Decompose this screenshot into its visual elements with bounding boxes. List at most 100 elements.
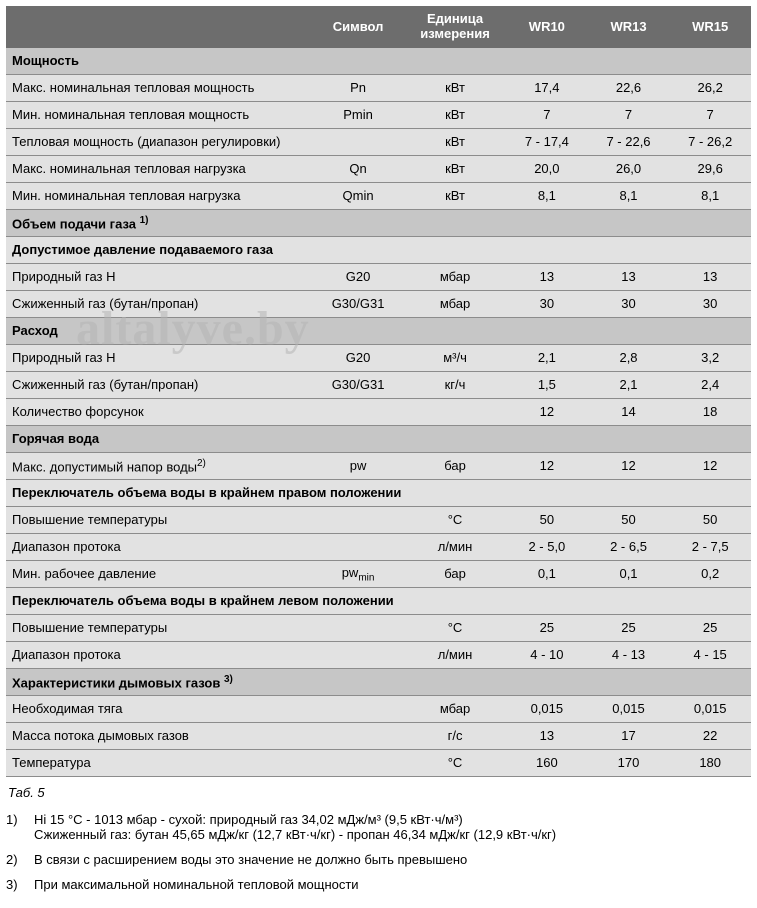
row-label-text: Макс. допустимый напор воды: [12, 459, 197, 474]
footnote-text: В связи с расширением воды это значение …: [34, 852, 467, 867]
row-v3: 13: [669, 263, 751, 290]
row-v1: 20,0: [506, 155, 588, 182]
row-v1: 12: [506, 452, 588, 479]
header-wr15: WR15: [669, 6, 751, 48]
footnote-num: 2): [6, 852, 24, 867]
row-label: Масса потока дымовых газов: [6, 722, 312, 749]
row-v1: 7 - 17,4: [506, 128, 588, 155]
row-label: Тепловая мощность (диапазон регулировки): [6, 128, 312, 155]
section-switch-left: Переключатель объема воды в крайнем лево…: [6, 587, 751, 614]
table-row: Повышение температуры °C 25 25 25: [6, 614, 751, 641]
row-sym: [312, 641, 404, 668]
row-v2: 7: [588, 101, 670, 128]
footnote-line: Сжиженный газ: бутан 45,65 мДж/кг (12,7 …: [34, 827, 556, 842]
table-row: Мин. рабочее давление pwmin бар 0,1 0,1 …: [6, 560, 751, 587]
row-v3: 12: [669, 452, 751, 479]
row-sym: pw: [312, 452, 404, 479]
row-unit: кВт: [404, 182, 506, 209]
row-v3: 180: [669, 749, 751, 776]
row-v1: 2,1: [506, 344, 588, 371]
table-row: Повышение температуры °C 50 50 50: [6, 506, 751, 533]
header-unit-l1: Единица: [427, 11, 483, 26]
row-v3: 29,6: [669, 155, 751, 182]
row-v1: 30: [506, 290, 588, 317]
row-v1: 12: [506, 398, 588, 425]
table-row: Природный газ H G20 мбар 13 13 13: [6, 263, 751, 290]
section-switch-right: Переключатель объема воды в крайнем прав…: [6, 479, 751, 506]
row-label: Необходимая тяга: [6, 695, 312, 722]
row-v2: 0,015: [588, 695, 670, 722]
row-v1: 17,4: [506, 74, 588, 101]
row-label: Диапазон протока: [6, 641, 312, 668]
row-label: Диапазон протока: [6, 533, 312, 560]
row-v2: 17: [588, 722, 670, 749]
section-hot-water: Горячая вода: [6, 425, 751, 452]
header-wr10: WR10: [506, 6, 588, 48]
table-row: Макс. номинальная тепловая нагрузка Qn к…: [6, 155, 751, 182]
footnote-text: Hi 15 °C - 1013 мбар - сухой: природный …: [34, 812, 556, 842]
row-unit: г/с: [404, 722, 506, 749]
row-v2: 25: [588, 614, 670, 641]
row-v1: 2 - 5,0: [506, 533, 588, 560]
table-row: Сжиженный газ (бутан/пропан) G30/G31 мба…: [6, 290, 751, 317]
row-unit: кВт: [404, 155, 506, 182]
table-row: Макс. номинальная тепловая мощность Pn к…: [6, 74, 751, 101]
row-v2: 2,1: [588, 371, 670, 398]
row-unit: л/мин: [404, 533, 506, 560]
row-unit: °C: [404, 506, 506, 533]
row-label: Повышение температуры: [6, 506, 312, 533]
header-blank: [6, 6, 312, 48]
row-sym: G20: [312, 263, 404, 290]
section-power: Мощность: [6, 48, 751, 75]
row-v1: 0,015: [506, 695, 588, 722]
table-caption: Таб. 5: [8, 785, 751, 800]
row-label: Макс. номинальная тепловая нагрузка: [6, 155, 312, 182]
row-v1: 160: [506, 749, 588, 776]
row-label: Повышение температуры: [6, 614, 312, 641]
row-v2: 22,6: [588, 74, 670, 101]
table-row: Диапазон протока л/мин 2 - 5,0 2 - 6,5 2…: [6, 533, 751, 560]
footnote-3: 3) При максимальной номинальной тепловой…: [6, 877, 751, 892]
row-sym: G20: [312, 344, 404, 371]
row-unit: °C: [404, 614, 506, 641]
section-flue-text: Характеристики дымовых газов: [12, 675, 224, 690]
table-row: Сжиженный газ (бутан/пропан) G30/G31 кг/…: [6, 371, 751, 398]
table-row: Диапазон протока л/мин 4 - 10 4 - 13 4 -…: [6, 641, 751, 668]
row-v2: 2,8: [588, 344, 670, 371]
row-unit: м³/ч: [404, 344, 506, 371]
footnote-num: 1): [6, 812, 24, 842]
footnote-2: 2) В связи с расширением воды это значен…: [6, 852, 751, 867]
row-sym: Qmin: [312, 182, 404, 209]
row-v3: 30: [669, 290, 751, 317]
row-unit: кВт: [404, 101, 506, 128]
row-unit: бар: [404, 560, 506, 587]
section-gas-vol: Объем подачи газа 1): [6, 209, 751, 236]
row-v2: 14: [588, 398, 670, 425]
footnote-1: 1) Hi 15 °C - 1013 мбар - сухой: природн…: [6, 812, 751, 842]
footnotes: 1) Hi 15 °C - 1013 мбар - сухой: природн…: [6, 812, 751, 892]
table-row: Тепловая мощность (диапазон регулировки)…: [6, 128, 751, 155]
row-v2: 2 - 6,5: [588, 533, 670, 560]
row-v3: 3,2: [669, 344, 751, 371]
row-sym: [312, 614, 404, 641]
row-v3: 2 - 7,5: [669, 533, 751, 560]
section-gas-vol-sup: 1): [140, 215, 149, 226]
row-unit: бар: [404, 452, 506, 479]
row-v1: 13: [506, 722, 588, 749]
row-v1: 4 - 10: [506, 641, 588, 668]
row-sym: [312, 506, 404, 533]
row-sym-text: pw: [342, 565, 359, 580]
row-unit: °C: [404, 749, 506, 776]
header-unit: Единица измерения: [404, 6, 506, 48]
table-row: Макс. допустимый напор воды2) pw бар 12 …: [6, 452, 751, 479]
row-v2: 0,1: [588, 560, 670, 587]
row-v1: 7: [506, 101, 588, 128]
spec-table: Символ Единица измерения WR10 WR13 WR15 …: [6, 6, 751, 777]
row-label: Количество форсунок: [6, 398, 312, 425]
row-v3: 7 - 26,2: [669, 128, 751, 155]
row-sym-sub: min: [358, 572, 374, 583]
row-v2: 170: [588, 749, 670, 776]
row-v1: 50: [506, 506, 588, 533]
row-v2: 4 - 13: [588, 641, 670, 668]
row-sym: [312, 695, 404, 722]
